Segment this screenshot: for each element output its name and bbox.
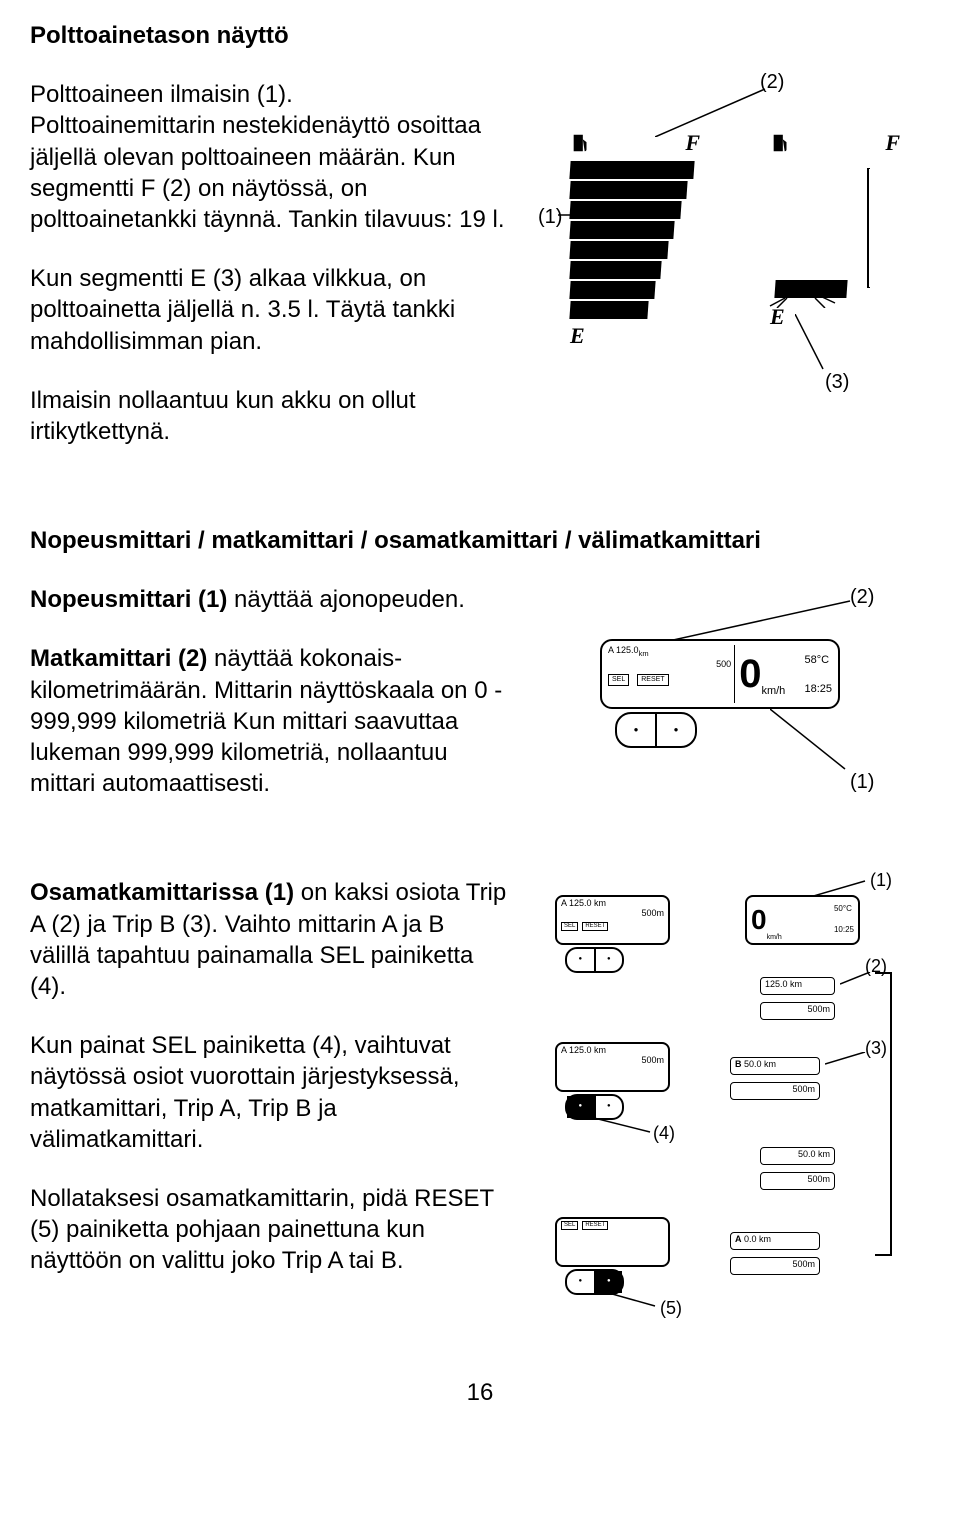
trip-line-3 — [825, 1052, 870, 1067]
trip-line-1 — [810, 877, 870, 897]
fuel-pump-icon — [570, 132, 592, 154]
cell-500m-4: 500m — [730, 1257, 820, 1275]
mini-sel-3[interactable]: ● — [567, 1271, 596, 1293]
lcd-trip-500: 500 — [608, 659, 731, 671]
speed-p2: Matkamittari (2) näyttää kokonais-kilome… — [30, 643, 510, 799]
lcd-reset-label: RESET — [637, 674, 668, 685]
speedometer-diagram: (2) A 125.0km 500 SEL RESET — [560, 584, 900, 804]
trip-callout-2: (2) — [865, 955, 887, 978]
lcd-temp: 58°C — [804, 653, 832, 667]
trip-line-4 — [590, 1117, 655, 1137]
lcd-sel-label: SEL — [608, 674, 629, 685]
trip-p1: Osamatkamittarissa (1) on kaksi osiota T… — [30, 877, 510, 1002]
trip-text-col: Osamatkamittarissa (1) on kaksi osiota T… — [30, 877, 510, 1304]
trip-panel-reset: SELRESET — [555, 1217, 670, 1267]
mini-reset-2[interactable]: ● — [596, 1096, 623, 1118]
gauge-scale-line — [867, 168, 870, 288]
mini-buttons-1: ● ● — [565, 947, 624, 973]
fuel-gauge-full: F E — [570, 129, 700, 350]
trip-row: Osamatkamittarissa (1) on kaksi osiota T… — [30, 877, 930, 1317]
trip-panel-speed: 0 km/h 50°C 10:25 — [745, 895, 860, 945]
trip-callout-5: (5) — [660, 1297, 682, 1320]
trip-p3: Nollataksesi osamatkamittarin, pidä RESE… — [30, 1183, 510, 1277]
fuel-title: Polttoainetason näyttö — [30, 20, 930, 51]
pointer-line-3 — [795, 314, 825, 374]
callout-3: (3) — [825, 369, 849, 395]
sel-button[interactable]: ● — [617, 714, 657, 746]
fuel-diagram: (2) F — [530, 79, 930, 419]
fuel-p3: Ilmaisin nollaantuu kun akku on ollut ir… — [30, 385, 510, 447]
mini-sel-2[interactable]: ● — [567, 1096, 596, 1118]
trip-diagram-col: A 125.0 km 500m SELRESET ● ● 0 km/h 50°C… — [530, 877, 930, 1317]
speed-pointer-1 — [770, 709, 850, 774]
trip-callout-1: (1) — [870, 869, 892, 892]
speed-pointer-2 — [655, 599, 855, 644]
trip-panel-a: A 125.0 km 500m SELRESET — [555, 895, 670, 945]
cell-b500: B 50.0 km — [730, 1057, 820, 1075]
fuel-p1: Polttoaineen ilmaisin (1). Polttoainemit… — [30, 79, 510, 235]
speed-callout-1: (1) — [850, 769, 874, 795]
callout-1: (1) — [538, 204, 562, 230]
lcd-trip-a: A 125.0km — [608, 645, 731, 659]
fuel-row: Polttoaineen ilmaisin (1). Polttoainemit… — [30, 79, 930, 475]
trip-callout-3: (3) — [865, 1037, 887, 1060]
lcd-panel: A 125.0km 500 SEL RESET 0 km/h — [600, 639, 840, 709]
cell-500m-2: 500m — [730, 1082, 820, 1100]
blink-rays — [765, 268, 845, 308]
fuel-section: Polttoainetason näyttö Polttoaineen ilma… — [30, 20, 930, 475]
speed-row: Nopeusmittari (1) näyttää ajonopeuden. M… — [30, 584, 930, 827]
fuel-segments-full — [570, 161, 700, 319]
cell-500m-3: 500m — [760, 1172, 835, 1190]
mini-reset-3[interactable]: ● — [596, 1271, 623, 1293]
speed-section: Nopeusmittari / matkamittari / osamatkam… — [30, 525, 930, 827]
lcd-buttons: ● ● — [615, 712, 697, 748]
fuel-text-col: Polttoaineen ilmaisin (1). Polttoainemit… — [30, 79, 510, 475]
speed-text-col: Nopeusmittari (1) näyttää ajonopeuden. M… — [30, 584, 510, 827]
speed-diagram-col: (2) A 125.0km 500 SEL RESET — [530, 584, 930, 804]
vbracket — [875, 972, 892, 1256]
trip-callout-4: (4) — [653, 1122, 675, 1145]
cell-500-3: 50.0 km — [760, 1147, 835, 1165]
mini-sel-1[interactable]: ● — [567, 949, 596, 971]
fuel-diagram-col: (2) F — [530, 79, 930, 419]
fuel-pump-icon-2 — [770, 132, 792, 154]
lcd-kmh: km/h — [761, 684, 785, 698]
fuel-p2: Kun segmentti E (3) alkaa vilkkua, on po… — [30, 263, 510, 357]
trip-panel-sel: A 125.0 km 500m — [555, 1042, 670, 1092]
mini-reset-1[interactable]: ● — [596, 949, 623, 971]
cell-1250: 125.0 km — [760, 977, 835, 995]
lcd-speed: 0 — [739, 648, 761, 700]
speed-p1: Nopeusmittari (1) näyttää ajonopeuden. — [30, 584, 510, 615]
fuel-gauge-empty: F E — [770, 129, 900, 331]
speed-title: Nopeusmittari / matkamittari / osamatkam… — [30, 525, 930, 556]
trip-diagram: A 125.0 km 500m SELRESET ● ● 0 km/h 50°C… — [545, 877, 915, 1317]
pointer-line-1 — [558, 214, 583, 216]
trip-p2: Kun painat SEL painiketta (4), vaihtuvat… — [30, 1030, 510, 1155]
page-number: 16 — [30, 1377, 930, 1408]
trip-line-5 — [605, 1292, 660, 1310]
lcd-time: 18:25 — [804, 682, 832, 696]
cell-500m-1: 500m — [760, 1002, 835, 1020]
cell-a00: A 0.0 km — [730, 1232, 820, 1250]
reset-button[interactable]: ● — [657, 714, 695, 746]
